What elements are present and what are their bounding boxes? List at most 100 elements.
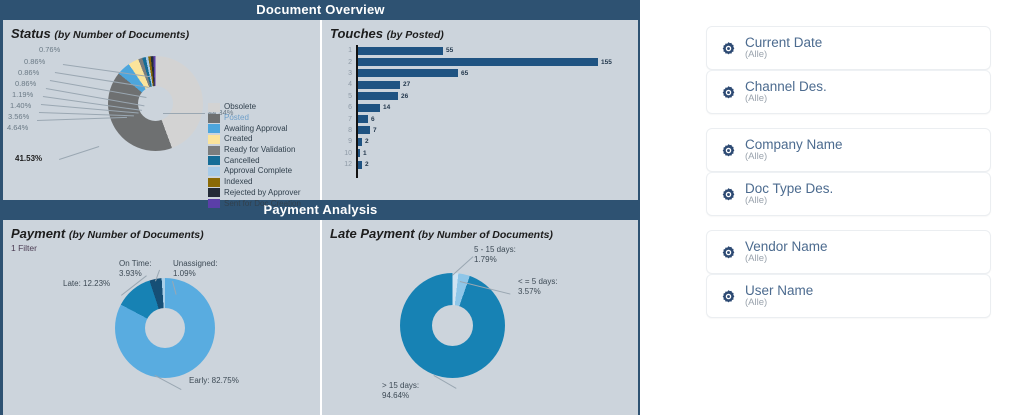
bar-category: 4: [348, 81, 352, 89]
bar-axis: [356, 147, 358, 159]
bar-value: 2: [365, 161, 369, 169]
filter-panel: Current Date (Alle) Channel Des. (Alle): [706, 26, 991, 332]
payment-donut-hole: [145, 308, 185, 348]
legend-label: Approval Complete: [224, 166, 293, 176]
bar-category: 10: [344, 149, 352, 157]
bar-value: 2: [365, 138, 369, 146]
legend-item[interactable]: Indexed: [208, 177, 301, 188]
legend-swatch-obsolete: [208, 102, 220, 112]
filter-label: Doc Type Des.: [745, 180, 834, 196]
status-label-3: 0.86%: [15, 79, 37, 88]
legend-item[interactable]: Cancelled: [208, 155, 301, 166]
payment-label-unassigned-1: Unassigned:: [173, 259, 218, 268]
filter-text: Current Date (Alle): [739, 35, 822, 61]
filter-value: (Alle): [745, 151, 768, 163]
filter-gear-icon: [717, 187, 739, 202]
section-header-payment-analysis: Payment Analysis: [3, 200, 638, 220]
panel-subtitle-status: (by Number of Documents): [54, 29, 190, 41]
bar-category: 3: [348, 69, 352, 77]
bar-row[interactable]: 6 14: [330, 101, 612, 114]
legend-item[interactable]: Posted: [208, 113, 301, 124]
late-label-mid-2: 1.79%: [474, 255, 497, 264]
bar-value: 1: [363, 149, 367, 157]
bar-axis: [356, 113, 358, 125]
panel-title-late-payment: Late Payment (by Number of Documents): [322, 220, 638, 241]
filter-value: (Alle): [745, 195, 768, 207]
bar-row[interactable]: 4 27: [330, 79, 612, 91]
payment-filter-note: 1 Filter: [11, 243, 37, 253]
late-payment-donut-ring: [400, 273, 505, 378]
late-label-big-1: > 15 days:: [382, 381, 420, 390]
filter-card-channel-des[interactable]: Channel Des. (Alle): [706, 70, 991, 114]
bar-fill: [358, 149, 360, 158]
bar-row[interactable]: 2 155: [330, 56, 612, 68]
status-label-5: 1.40%: [10, 101, 32, 110]
filter-label: Current Date: [745, 34, 823, 50]
legend-label: Obsolete: [224, 102, 257, 112]
bar-axis: [356, 158, 358, 171]
legend-item[interactable]: Obsolete: [208, 102, 301, 113]
late-label-big-2: 94.64%: [382, 391, 410, 400]
filter-label: Vendor Name: [745, 238, 828, 254]
filter-gear-icon: [717, 41, 739, 56]
dashboard-container: Document Overview Status (by Number of D…: [0, 0, 640, 415]
legend-swatch-sent-for-doc-creation: [208, 199, 220, 209]
bar-fill: [358, 92, 398, 101]
filter-card-current-date[interactable]: Current Date (Alle): [706, 26, 991, 70]
filter-gear-icon: [717, 245, 739, 260]
legend-swatch-ready-for-validation: [208, 145, 220, 155]
legend-item[interactable]: Sent for Doc Creation: [208, 198, 301, 209]
panel-payment: Payment (by Number of Documents) 1 Filte…: [3, 220, 322, 415]
status-legend: Obsolete Posted Awaiting Approval Create…: [208, 102, 301, 209]
bar-value: 55: [446, 47, 454, 55]
bar-fill: [358, 58, 598, 67]
filter-card-vendor-name[interactable]: Vendor Name (Alle): [706, 230, 991, 274]
bar-value: 27: [403, 81, 411, 89]
status-label-4: 1.19%: [12, 90, 34, 99]
status-donut-ring: [108, 56, 203, 151]
legend-item[interactable]: Approval Complete: [208, 166, 301, 177]
late-label-mid-1: 5 - 15 days:: [474, 245, 516, 254]
legend-label: Sent for Doc Creation: [224, 198, 301, 208]
filter-value: (Alle): [745, 93, 768, 105]
bar-fill: [358, 46, 443, 55]
legend-item[interactable]: Created: [208, 134, 301, 145]
payment-label-on-time-2: 3.93%: [119, 269, 142, 278]
bar-fill: [358, 137, 362, 146]
bar-axis: [356, 79, 358, 91]
legend-item[interactable]: Awaiting Approval: [208, 123, 301, 134]
document-overview-row: Status (by Number of Documents): [3, 20, 638, 209]
legend-label: Indexed: [224, 177, 253, 187]
bar-category: 1: [348, 47, 352, 55]
filter-text: User Name (Alle): [739, 283, 813, 309]
bar-row[interactable]: 1 55: [330, 45, 612, 57]
filter-card-doc-type-des[interactable]: Doc Type Des. (Alle): [706, 172, 991, 216]
filter-card-user-name[interactable]: User Name (Alle): [706, 274, 991, 318]
filter-card-company-name[interactable]: Company Name (Alle): [706, 128, 991, 172]
bar-fill: [358, 160, 362, 169]
bar-row[interactable]: 3 65: [330, 67, 612, 80]
panel-touches: Touches (by Posted) 1 55 2 155 3 65 4 27 5 26…: [322, 20, 638, 200]
legend-item[interactable]: Rejected by Approver: [208, 188, 301, 199]
bar-value: 65: [461, 69, 469, 77]
filter-gear-icon: [717, 85, 739, 100]
bar-row[interactable]: 10 1: [330, 147, 612, 159]
payment-label-early: Early: 82.75%: [189, 376, 239, 385]
bar-row[interactable]: 5 26: [330, 90, 612, 102]
bar-axis: [356, 170, 358, 179]
status-label-6: 3.56%: [8, 112, 30, 121]
late-label-small-2: 3.57%: [518, 287, 541, 296]
bar-row[interactable]: 12 2: [330, 158, 612, 171]
late-payment-donut-chart: 5 - 15 days: 1.79% < = 5 days: 3.57% > 1…: [322, 241, 638, 411]
leader-line: [163, 113, 205, 114]
legend-item[interactable]: Ready for Validation: [208, 145, 301, 156]
payment-donut-chart: On Time: 3.93% Unassigned: 1.09% Late: 1…: [3, 253, 320, 408]
panel-subtitle-touches: (by Posted): [386, 29, 444, 41]
legend-swatch-indexed: [208, 177, 220, 187]
bar-category: 9: [348, 138, 352, 146]
bar-value: 7: [373, 126, 377, 134]
filter-value: (Alle): [745, 49, 768, 61]
